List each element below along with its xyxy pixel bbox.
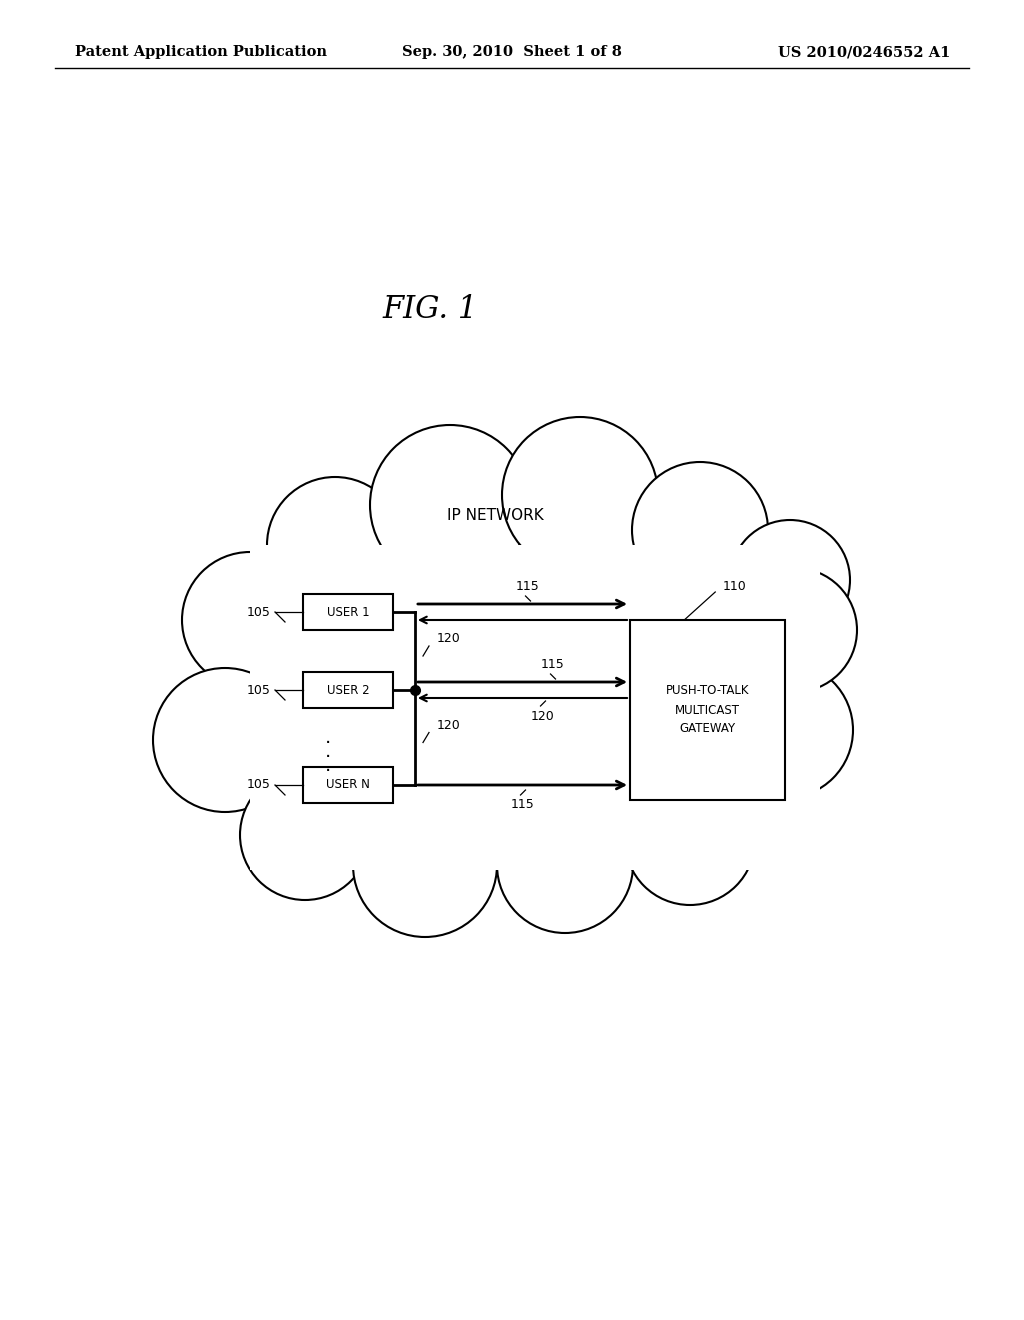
Text: USER N: USER N — [326, 779, 370, 792]
Circle shape — [733, 568, 857, 692]
Text: 115: 115 — [516, 579, 540, 593]
FancyBboxPatch shape — [250, 545, 820, 870]
Circle shape — [717, 663, 853, 799]
Circle shape — [632, 462, 768, 598]
Text: Sep. 30, 2010  Sheet 1 of 8: Sep. 30, 2010 Sheet 1 of 8 — [402, 45, 622, 59]
Text: USER 2: USER 2 — [327, 684, 370, 697]
Circle shape — [182, 552, 318, 688]
Text: 110: 110 — [723, 581, 746, 594]
Circle shape — [502, 417, 658, 573]
Text: 120: 120 — [530, 710, 554, 722]
Text: 120: 120 — [437, 719, 461, 733]
Text: 120: 120 — [437, 632, 461, 645]
FancyBboxPatch shape — [303, 672, 393, 708]
Circle shape — [625, 775, 755, 906]
Text: IP NETWORK: IP NETWORK — [446, 507, 544, 523]
Text: 105: 105 — [247, 779, 271, 792]
Text: 105: 105 — [247, 684, 271, 697]
Text: 115: 115 — [511, 799, 535, 812]
Circle shape — [153, 668, 297, 812]
Text: .: . — [325, 742, 331, 762]
Circle shape — [370, 425, 530, 585]
Circle shape — [353, 793, 497, 937]
Text: FIG. 1: FIG. 1 — [382, 294, 477, 326]
Text: .: . — [325, 756, 331, 775]
Circle shape — [497, 797, 633, 933]
Text: .: . — [325, 729, 331, 747]
Circle shape — [267, 477, 403, 612]
FancyBboxPatch shape — [630, 620, 785, 800]
Text: US 2010/0246552 A1: US 2010/0246552 A1 — [777, 45, 950, 59]
Text: PUSH-TO-TALK
MULTICAST
GATEWAY: PUSH-TO-TALK MULTICAST GATEWAY — [666, 685, 750, 735]
Circle shape — [240, 770, 370, 900]
Text: 105: 105 — [247, 606, 271, 619]
Circle shape — [730, 520, 850, 640]
Text: USER 1: USER 1 — [327, 606, 370, 619]
FancyBboxPatch shape — [303, 767, 393, 803]
FancyBboxPatch shape — [303, 594, 393, 630]
Text: 115: 115 — [541, 657, 564, 671]
Text: Patent Application Publication: Patent Application Publication — [75, 45, 327, 59]
